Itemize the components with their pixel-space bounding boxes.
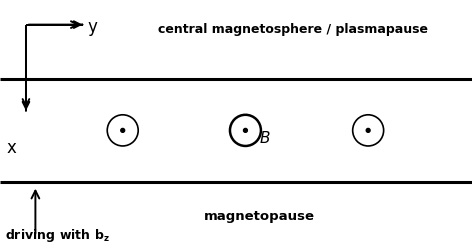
Text: $\mathbf{\mathit{B}}$: $\mathbf{\mathit{B}}$ [259,130,270,146]
Text: magnetopause: magnetopause [204,210,315,223]
Ellipse shape [366,128,370,132]
Ellipse shape [244,128,247,132]
Text: driving with $\mathbf{b_z}$: driving with $\mathbf{b_z}$ [5,227,110,244]
Ellipse shape [121,128,125,132]
Text: y: y [87,18,97,36]
Text: x: x [7,138,17,157]
Text: central magnetosphere / plasmapause: central magnetosphere / plasmapause [158,23,428,36]
